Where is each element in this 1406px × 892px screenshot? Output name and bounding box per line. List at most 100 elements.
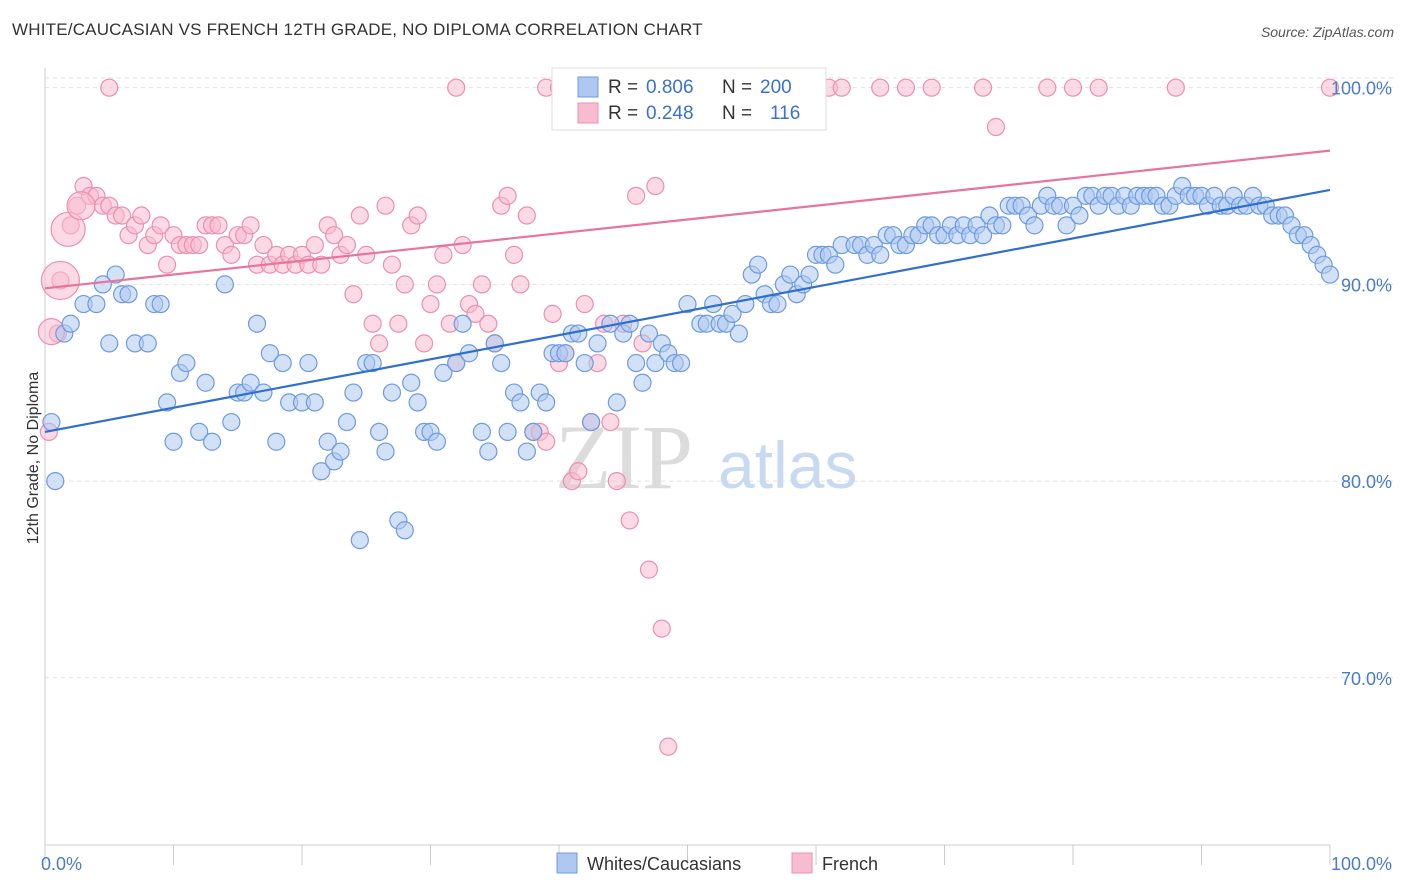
whites-point <box>177 353 196 373</box>
bottom-legend: Whites/Caucasians French <box>556 852 878 874</box>
french-point <box>1166 78 1185 97</box>
whites-point <box>639 324 659 343</box>
y-tick-labels: 70.0% 80.0% 90.0% 100.0% <box>1331 79 1392 689</box>
whites-point <box>395 521 414 540</box>
french-point <box>1089 78 1108 97</box>
whites-point <box>42 412 61 432</box>
y-axis-label: 12th Grade, No Diploma <box>25 372 42 545</box>
whites-point <box>93 275 112 294</box>
whites-point <box>800 265 819 284</box>
whites-point <box>151 294 170 314</box>
whites-point <box>408 393 427 412</box>
french-point <box>543 304 562 323</box>
whites-point <box>537 393 556 412</box>
whites-point <box>723 304 742 323</box>
bottom-legend-swatch-french <box>791 852 813 874</box>
french-point <box>626 186 646 205</box>
whites-point <box>826 255 845 274</box>
french-point <box>363 314 382 333</box>
whites-point <box>247 314 267 333</box>
whites-point <box>87 294 106 314</box>
french-point <box>537 432 556 451</box>
whites-point <box>61 314 80 333</box>
whites-point <box>671 353 691 373</box>
whites-point <box>119 285 138 304</box>
french-point <box>414 334 434 353</box>
french-point <box>466 304 485 323</box>
whites-point <box>1320 265 1340 284</box>
y-tick-label: 70.0% <box>1341 669 1392 689</box>
whites-point <box>215 275 234 294</box>
french-point <box>382 255 402 274</box>
french-point <box>639 560 659 579</box>
whites-point <box>626 353 646 373</box>
french-point <box>569 462 588 481</box>
french-point <box>151 216 170 235</box>
french-point <box>427 275 447 294</box>
whites-point <box>479 442 498 461</box>
french-point <box>132 206 151 225</box>
y-tick-label: 90.0% <box>1341 275 1392 295</box>
whites-trend-line <box>44 188 1331 433</box>
french-point <box>1038 78 1057 97</box>
french-point <box>986 117 1006 137</box>
whites-point <box>350 531 369 550</box>
whites-point <box>344 383 363 402</box>
whites-point <box>273 353 292 373</box>
french-point <box>479 314 498 333</box>
whites-point <box>196 373 215 392</box>
legend-n-value-whites: 200 <box>760 77 792 98</box>
french-point <box>659 737 678 756</box>
whites-point <box>331 442 350 461</box>
french-trend-line <box>44 149 1331 290</box>
french-point <box>389 314 408 333</box>
whites-point <box>402 373 421 392</box>
french-point <box>222 245 241 264</box>
french-point <box>607 471 626 491</box>
top-legend: R = 0.806 N = 200 R = 0.248 N = 116 <box>551 67 827 131</box>
french-point <box>575 294 594 314</box>
whites-point <box>781 265 800 284</box>
whites-point <box>299 353 318 373</box>
whites-point <box>363 353 382 373</box>
french-point <box>254 235 273 255</box>
whites-point <box>607 393 626 412</box>
french-point <box>209 216 228 235</box>
legend-swatch-french <box>577 102 599 124</box>
french-point <box>620 511 639 530</box>
french-point-large <box>40 260 81 301</box>
whites-point <box>318 432 337 451</box>
whites-point <box>376 442 395 461</box>
french-point <box>498 186 517 205</box>
french-point <box>305 235 324 255</box>
whites-point <box>492 353 511 373</box>
french-point <box>832 78 851 97</box>
watermark: ZIP atlas <box>555 406 857 508</box>
whites-point <box>427 432 447 451</box>
whites-point <box>524 422 543 442</box>
whites-point <box>973 226 993 245</box>
french-point <box>325 226 344 245</box>
bottom-legend-whites: Whites/Caucasians <box>587 854 741 874</box>
french-point <box>376 196 395 215</box>
trend-lines <box>44 149 1331 433</box>
french-point <box>100 78 119 97</box>
whites-point <box>768 294 787 314</box>
whites-point <box>511 393 530 412</box>
whites-point <box>993 216 1012 235</box>
legend-n-label-whites: N = <box>722 77 752 98</box>
french-point <box>190 235 209 255</box>
whites-point <box>190 422 209 442</box>
french-point <box>646 176 665 196</box>
whites-point <box>472 422 491 442</box>
french-point <box>1320 78 1340 97</box>
french-point <box>896 78 916 97</box>
french-point <box>350 206 369 225</box>
source-label: Source: ZipAtlas.com <box>1260 24 1394 40</box>
french-point-large <box>66 191 96 221</box>
whites-point <box>46 471 65 491</box>
whites-points <box>42 176 1340 550</box>
french-point <box>652 619 671 638</box>
whites-point <box>1070 206 1089 225</box>
whites-point <box>222 412 241 432</box>
